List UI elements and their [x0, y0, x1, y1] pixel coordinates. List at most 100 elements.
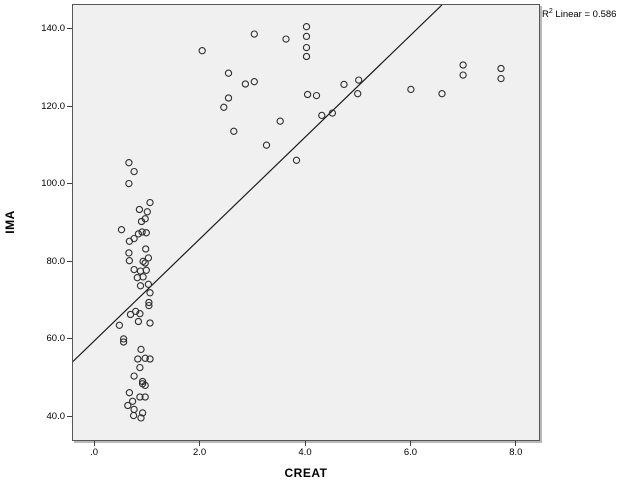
x-tick-label: .0	[90, 447, 99, 458]
data-point	[139, 257, 147, 266]
y-tick-label: 120.0	[41, 100, 65, 112]
data-point	[137, 414, 145, 422]
data-point	[438, 90, 446, 98]
data-point	[135, 205, 144, 214]
y-tick-label: 140.0	[41, 23, 65, 35]
data-point	[146, 289, 154, 297]
data-point	[142, 229, 150, 237]
data-point	[136, 393, 144, 401]
data-point	[302, 43, 311, 52]
data-point	[328, 109, 337, 117]
data-point	[137, 217, 146, 226]
data-point	[318, 111, 326, 120]
fit-line	[73, 5, 443, 362]
y-tick-mark	[67, 338, 72, 340]
x-tick-label: 6.0	[403, 447, 418, 458]
data-point	[302, 32, 311, 41]
data-point	[312, 91, 321, 100]
x-tick-mark	[409, 441, 411, 446]
data-point	[459, 61, 467, 69]
data-point	[144, 280, 153, 288]
data-point	[497, 64, 505, 73]
data-point	[146, 355, 154, 363]
data-point	[220, 103, 228, 111]
data-point	[130, 265, 138, 274]
data-point	[130, 372, 138, 380]
data-point	[276, 117, 284, 125]
y-tick-mark	[67, 260, 72, 262]
data-point	[129, 411, 138, 420]
data-point	[262, 141, 271, 149]
data-point	[459, 71, 467, 79]
data-point	[136, 363, 144, 372]
r-squared-text: Linear = 0.586	[552, 9, 617, 20]
data-point	[117, 226, 126, 234]
x-tick-mark	[515, 441, 517, 446]
data-point	[119, 335, 128, 343]
data-point	[144, 254, 153, 262]
data-point	[125, 159, 133, 167]
data-point	[141, 381, 149, 390]
y-tick-mark	[67, 28, 72, 30]
data-point	[303, 90, 312, 99]
data-point	[125, 179, 133, 188]
data-point	[250, 30, 258, 38]
y-axis-title: IMA	[3, 210, 17, 234]
r-squared-exponent: 2	[548, 7, 553, 15]
x-tick-mark	[93, 441, 95, 446]
x-tick-label: 4.0	[298, 447, 312, 458]
data-point	[145, 301, 153, 310]
data-point	[136, 310, 144, 318]
data-point	[139, 273, 147, 281]
data-point	[128, 397, 137, 405]
x-tick-label: 8.0	[509, 447, 523, 458]
data-point	[497, 74, 505, 83]
data-point	[354, 90, 362, 98]
data-point	[138, 228, 146, 236]
x-axis-title: CREAT	[284, 466, 328, 480]
data-point	[119, 338, 128, 346]
data-point	[142, 245, 150, 253]
data-point	[302, 23, 311, 31]
data-point	[146, 319, 154, 327]
data-point	[141, 393, 149, 401]
y-tick-mark	[67, 415, 72, 417]
data-point	[241, 80, 250, 88]
data-point	[143, 208, 151, 216]
r-squared-annotation: R2 Linear = 0.586	[542, 7, 617, 20]
data-point	[145, 298, 153, 307]
data-point	[134, 230, 143, 238]
data-point	[126, 310, 135, 319]
data-point	[224, 69, 233, 77]
data-point	[130, 167, 138, 176]
data-point	[136, 267, 145, 275]
data-point	[230, 127, 238, 135]
data-point	[141, 259, 149, 267]
data-point	[133, 274, 141, 282]
data-point	[125, 257, 134, 265]
data-point	[141, 354, 149, 362]
x-tick-label: 2.0	[192, 447, 207, 458]
data-point	[138, 409, 147, 417]
data-point	[124, 401, 132, 410]
data-point	[134, 317, 143, 326]
data-point	[130, 405, 138, 414]
data-point	[407, 85, 415, 94]
data-point	[146, 198, 154, 207]
data-point	[250, 78, 258, 86]
data-point	[355, 76, 363, 84]
data-point	[198, 47, 206, 55]
data-point	[134, 355, 142, 363]
data-point	[340, 80, 348, 89]
scatter-plot-canvas	[73, 5, 505, 422]
y-tick-label: 40.0	[46, 410, 66, 422]
data-point	[137, 345, 145, 354]
data-point	[125, 237, 134, 245]
y-tick-mark	[67, 105, 72, 107]
y-tick-label: 60.0	[46, 333, 66, 345]
data-point	[302, 52, 311, 61]
data-point	[142, 266, 150, 274]
data-point	[136, 282, 145, 290]
r-squared-base: R	[542, 9, 549, 20]
